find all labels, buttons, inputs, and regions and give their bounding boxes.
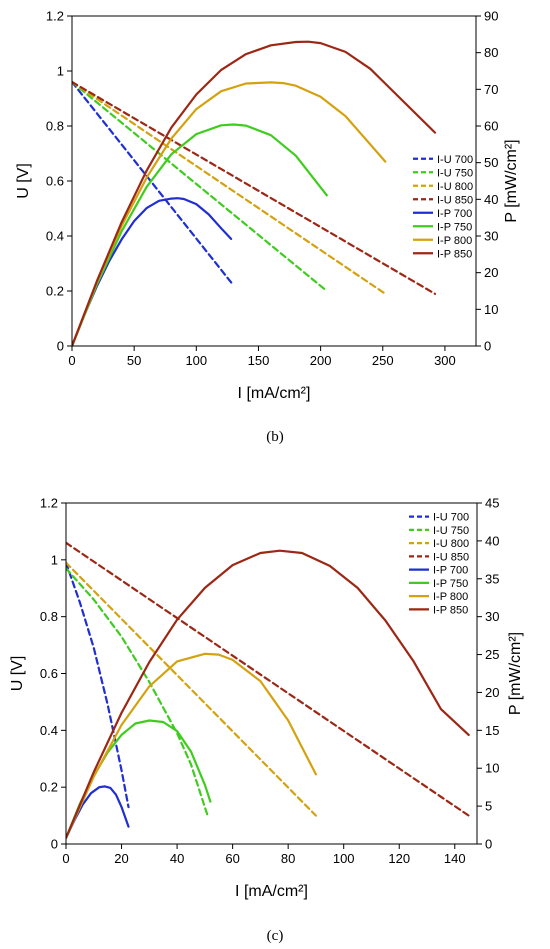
- x-tick-label: 100: [333, 851, 355, 866]
- series-line-i-p-750: [72, 123, 328, 346]
- x-tick-label: 50: [127, 353, 141, 368]
- legend-entry-label: I-U 700: [433, 512, 469, 524]
- y-left-tick-label: 1: [57, 64, 64, 79]
- y-left-tick-label: 0.4: [40, 723, 58, 738]
- legend-entry-label: I-P 750: [433, 578, 468, 590]
- x-tick-label: 300: [434, 353, 456, 368]
- series-line-i-p-850: [72, 40, 437, 346]
- x-tick-label: 0: [62, 851, 69, 866]
- series-line-i-u-850: [72, 80, 437, 295]
- y-left-tick-label: 0.6: [46, 174, 64, 189]
- y-right-tick-label: 40: [485, 533, 499, 548]
- y-left-tick-label: 0.4: [46, 229, 64, 244]
- y-right-tick-label: 45: [485, 496, 499, 511]
- legend-entry-label: I-P 850: [437, 248, 472, 260]
- x-tick-label: 0: [68, 353, 75, 368]
- legend-entry-label: I-U 800: [433, 538, 469, 550]
- series-line-i-u-700: [66, 561, 130, 809]
- y-right-tick-label: 50: [484, 155, 498, 170]
- x-tick-label: 140: [444, 851, 466, 866]
- y-left-tick-label: 0.8: [46, 119, 64, 134]
- series-line-i-u-800: [66, 561, 317, 817]
- x-tick-label: 120: [388, 851, 410, 866]
- x-tick-label: 40: [170, 851, 184, 866]
- y-left-tick-label: 0.2: [40, 780, 58, 795]
- y-right-tick-label: 15: [485, 723, 499, 738]
- y-right-axis-label: P [mW/cm²]: [507, 632, 524, 715]
- series-line-i-u-700: [72, 80, 235, 287]
- series-line-i-p-750: [66, 719, 212, 840]
- legend-entry-label: I-U 700: [437, 154, 473, 166]
- y-right-tick-label: 20: [485, 685, 499, 700]
- x-tick-label: 100: [185, 353, 207, 368]
- series-line-i-p-700: [72, 197, 233, 346]
- x-tick-label: 200: [310, 353, 332, 368]
- y-right-tick-label: 5: [485, 799, 492, 814]
- y-right-tick-label: 60: [484, 119, 498, 134]
- legend-entry-label: I-P 700: [437, 208, 472, 220]
- chart-panel-c: 0 20 40 60 80 100 120 140 0 0.2 0.4 0.6 0.8 1 1.2 0 5 10 1…: [9, 496, 524, 945]
- y-left-tick-label: 0: [51, 837, 58, 852]
- legend-entry-label: I-U 850: [433, 551, 469, 563]
- x-tick-label: 60: [225, 851, 239, 866]
- legend-entry-label: I-U 800: [437, 181, 473, 193]
- y-right-tick-label: 70: [484, 82, 498, 97]
- series-line-i-p-850: [66, 549, 470, 840]
- x-tick-label: 250: [372, 353, 394, 368]
- legend-entry-label: I-P 800: [433, 591, 468, 603]
- series-line-i-u-750: [66, 567, 209, 817]
- y-left-axis-label: U [V]: [15, 163, 32, 199]
- panel-caption: (b): [266, 429, 284, 445]
- chart-panel-b: 0 50 100 150 200 250 300 0 0.2 0.4 0.6 0.8 1 1.2 0 10 20…: [15, 9, 520, 446]
- y-left-tick-label: 1: [51, 552, 58, 567]
- legend-box: [407, 506, 473, 618]
- x-axis-label: I [mA/cm²]: [238, 385, 311, 402]
- legend-entry-label: I-P 850: [433, 604, 468, 616]
- y-right-tick-label: 10: [484, 302, 498, 317]
- y-left-tick-label: 0: [57, 339, 64, 354]
- legend-entry-label: I-U 750: [433, 525, 469, 537]
- y-left-axis-label: U [V]: [9, 656, 26, 692]
- x-tick-label: 80: [281, 851, 295, 866]
- series-group: [72, 40, 437, 346]
- y-right-tick-label: 80: [484, 45, 498, 60]
- legend-entry-label: I-P 800: [437, 235, 472, 247]
- y-right-axis-label: P [mW/cm²]: [503, 139, 520, 222]
- y-right-tick-label: 40: [484, 192, 498, 207]
- series-line-i-u-750: [72, 80, 328, 293]
- y-left-tick-label: 1.2: [46, 9, 64, 24]
- y-left-tick-label: 0.6: [40, 666, 58, 681]
- x-tick-label: 150: [248, 353, 270, 368]
- legend-box: [411, 148, 469, 262]
- x-axis-label: I [mA/cm²]: [235, 883, 308, 900]
- y-right-tick-label: 90: [484, 9, 498, 24]
- panel-caption: (c): [267, 928, 284, 944]
- legend-entry-label: I-P 700: [433, 565, 468, 577]
- y-right-tick-label: 30: [485, 609, 499, 624]
- y-right-tick-label: 35: [485, 571, 499, 586]
- y-left-tick-label: 0.2: [46, 284, 64, 299]
- y-right-tick-label: 25: [485, 647, 499, 662]
- legend-entry-label: I-U 850: [437, 194, 473, 206]
- legend-entry-label: I-U 750: [437, 167, 473, 179]
- series-line-i-u-850: [66, 541, 470, 817]
- series-line-i-p-800: [66, 652, 317, 840]
- series-line-i-u-800: [72, 80, 387, 295]
- y-right-tick-label: 0: [484, 339, 491, 354]
- y-right-tick-label: 30: [484, 229, 498, 244]
- y-left-tick-label: 0.8: [40, 609, 58, 624]
- series-group: [66, 541, 470, 840]
- series-line-i-p-800: [72, 81, 387, 346]
- y-left-tick-label: 1.2: [40, 496, 58, 511]
- x-tick-label: 20: [114, 851, 128, 866]
- y-right-tick-label: 10: [485, 761, 499, 776]
- y-right-tick-label: 0: [485, 837, 492, 852]
- legend-entry-label: I-P 750: [437, 221, 472, 233]
- y-right-tick-label: 20: [484, 265, 498, 280]
